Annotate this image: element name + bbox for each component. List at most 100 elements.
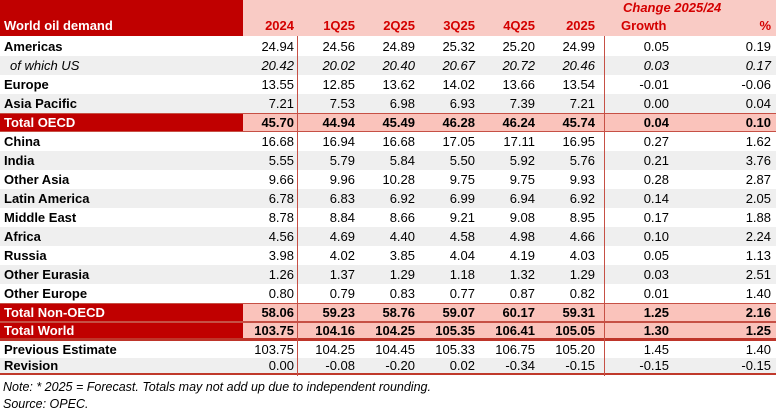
cell-pct: 1.88 <box>745 210 771 225</box>
cell-3q25: 0.77 <box>449 286 475 301</box>
table-row: Africa 4.56 4.69 4.40 4.58 4.98 4.66 0.10 2.24 <box>0 227 776 246</box>
cell-pct: 2.16 <box>676 304 776 321</box>
cell-2q25: 6.98 <box>358 94 418 113</box>
row-label: Other Asia <box>4 172 70 187</box>
cell-2q25: 1.29 <box>358 265 418 284</box>
cell-pct: 1.25 <box>676 323 776 338</box>
cell-2025: 24.99 <box>562 39 595 54</box>
cell-4q25: 20.72 <box>478 56 538 75</box>
cell-3q25: 1.18 <box>418 265 478 284</box>
cell-pct: 0.17 <box>676 56 776 75</box>
table-row: Russia 3.98 4.02 3.85 4.04 4.19 4.03 0.05 1.13 <box>0 246 776 265</box>
cell-2024: 6.78 <box>243 189 298 208</box>
cell-growth: 1.30 <box>605 323 676 338</box>
cell-growth: 0.27 <box>643 134 669 149</box>
cell-2q25: 6.92 <box>358 189 418 208</box>
column-divider-after-2025 <box>604 36 605 376</box>
cell-2q25: 10.28 <box>382 172 415 187</box>
table-header: World oil demand Change 2025/24 2024 1Q25… <box>0 0 776 36</box>
cell-3q25: 20.67 <box>418 56 478 75</box>
cell-pct: 2.24 <box>676 227 776 246</box>
column-divider-after-2024 <box>297 36 298 376</box>
cell-growth: 0.04 <box>605 114 676 131</box>
cell-growth: -0.01 <box>639 77 669 92</box>
row-label: Americas <box>4 39 63 54</box>
row-label: Africa <box>0 227 243 246</box>
cell-2q25: 8.66 <box>389 210 415 225</box>
cell-2025: 1.29 <box>538 265 605 284</box>
table-title: World oil demand <box>0 0 243 36</box>
cell-2024: 103.75 <box>243 323 298 338</box>
row-label: Revision <box>0 358 243 373</box>
cell-2025: 45.74 <box>538 114 605 131</box>
cell-1q25: 1.37 <box>298 265 358 284</box>
cell-4q25: 106.41 <box>478 323 538 338</box>
cell-4q25: 46.24 <box>478 114 538 131</box>
cell-2q25: 5.84 <box>358 151 418 170</box>
cell-1q25: 0.79 <box>329 286 355 301</box>
cell-growth: 0.03 <box>605 265 676 284</box>
cell-pct: 0.19 <box>745 39 771 54</box>
cell-2024: 9.66 <box>268 172 294 187</box>
table-row: Europe 13.55 12.85 13.62 14.02 13.66 13.54 -0.0… <box>0 75 776 94</box>
cell-1q25: 24.56 <box>322 39 355 54</box>
cell-4q25: 17.11 <box>503 134 535 149</box>
cell-2q25: 45.49 <box>358 114 418 131</box>
table-row: Latin America 6.78 6.83 6.92 6.99 6.94 6.92 0.1… <box>0 189 776 208</box>
row-label: Previous Estimate <box>4 342 117 357</box>
cell-2025: 0.82 <box>569 286 595 301</box>
cell-1q25: 104.25 <box>315 342 355 357</box>
table-row: India 5.55 5.79 5.84 5.50 5.92 5.76 0.21 3.76 <box>0 151 776 170</box>
cell-2024: 20.42 <box>243 56 298 75</box>
cell-2024: 13.55 <box>261 77 294 92</box>
cell-1q25: 4.02 <box>329 248 355 263</box>
cell-2025: 8.95 <box>569 210 595 225</box>
cell-2024: 7.21 <box>243 94 298 113</box>
table-row: Total World 103.75 104.16 104.25 105.35 106.4… <box>0 322 776 341</box>
cell-growth: 0.14 <box>605 189 676 208</box>
cell-2025: 6.92 <box>538 189 605 208</box>
header-spacer <box>243 0 605 15</box>
column-header-growth: Growth <box>605 15 676 36</box>
cell-1q25: 59.23 <box>298 304 358 321</box>
change-2025-24-header: Change 2025/24 <box>605 0 776 15</box>
cell-1q25: 104.16 <box>298 323 358 338</box>
cell-2024: 0.00 <box>243 358 298 373</box>
cell-pct: 2.87 <box>745 172 771 187</box>
cell-3q25: 0.02 <box>418 358 478 373</box>
cell-2q25: 16.68 <box>382 134 415 149</box>
cell-2025: 4.66 <box>538 227 605 246</box>
footnote: Note: * 2025 = Forecast. Totals may not … <box>3 380 431 394</box>
cell-pct: -0.06 <box>741 77 771 92</box>
cell-3q25: 4.04 <box>449 248 475 263</box>
cell-growth: 0.01 <box>643 286 669 301</box>
cell-2024: 5.55 <box>243 151 298 170</box>
column-header-2024: 2024 <box>243 15 298 36</box>
cell-2025: 5.76 <box>538 151 605 170</box>
cell-3q25: 4.58 <box>418 227 478 246</box>
row-label: Other Europe <box>4 286 88 301</box>
table-row: Other Asia 9.66 9.96 10.28 9.75 9.75 9.93 0.28 2… <box>0 170 776 189</box>
column-header-pct: % <box>676 15 776 36</box>
row-label: Total World <box>0 323 243 338</box>
row-label: Total OECD <box>0 114 243 131</box>
row-label: Asia Pacific <box>0 94 243 113</box>
table-row: Total Non-OECD 58.06 59.23 58.76 59.07 60.17 5… <box>0 303 776 322</box>
cell-4q25: 4.98 <box>478 227 538 246</box>
cell-1q25: 44.94 <box>298 114 358 131</box>
cell-4q25: 60.17 <box>478 304 538 321</box>
cell-4q25: 6.94 <box>478 189 538 208</box>
cell-1q25: 12.85 <box>322 77 355 92</box>
cell-4q25: 0.87 <box>509 286 535 301</box>
cell-2025: 7.21 <box>538 94 605 113</box>
cell-pct: 0.10 <box>676 114 776 131</box>
cell-2024: 0.80 <box>268 286 294 301</box>
cell-2024: 16.68 <box>261 134 294 149</box>
cell-pct: -0.15 <box>676 358 776 373</box>
cell-3q25: 9.75 <box>449 172 475 187</box>
cell-4q25: -0.34 <box>478 358 538 373</box>
cell-3q25: 17.05 <box>442 134 475 149</box>
table-row: Middle East 8.78 8.84 8.66 9.21 9.08 8.95 0.17 1… <box>0 208 776 227</box>
cell-1q25: 7.53 <box>298 94 358 113</box>
cell-growth: -0.15 <box>605 358 676 373</box>
